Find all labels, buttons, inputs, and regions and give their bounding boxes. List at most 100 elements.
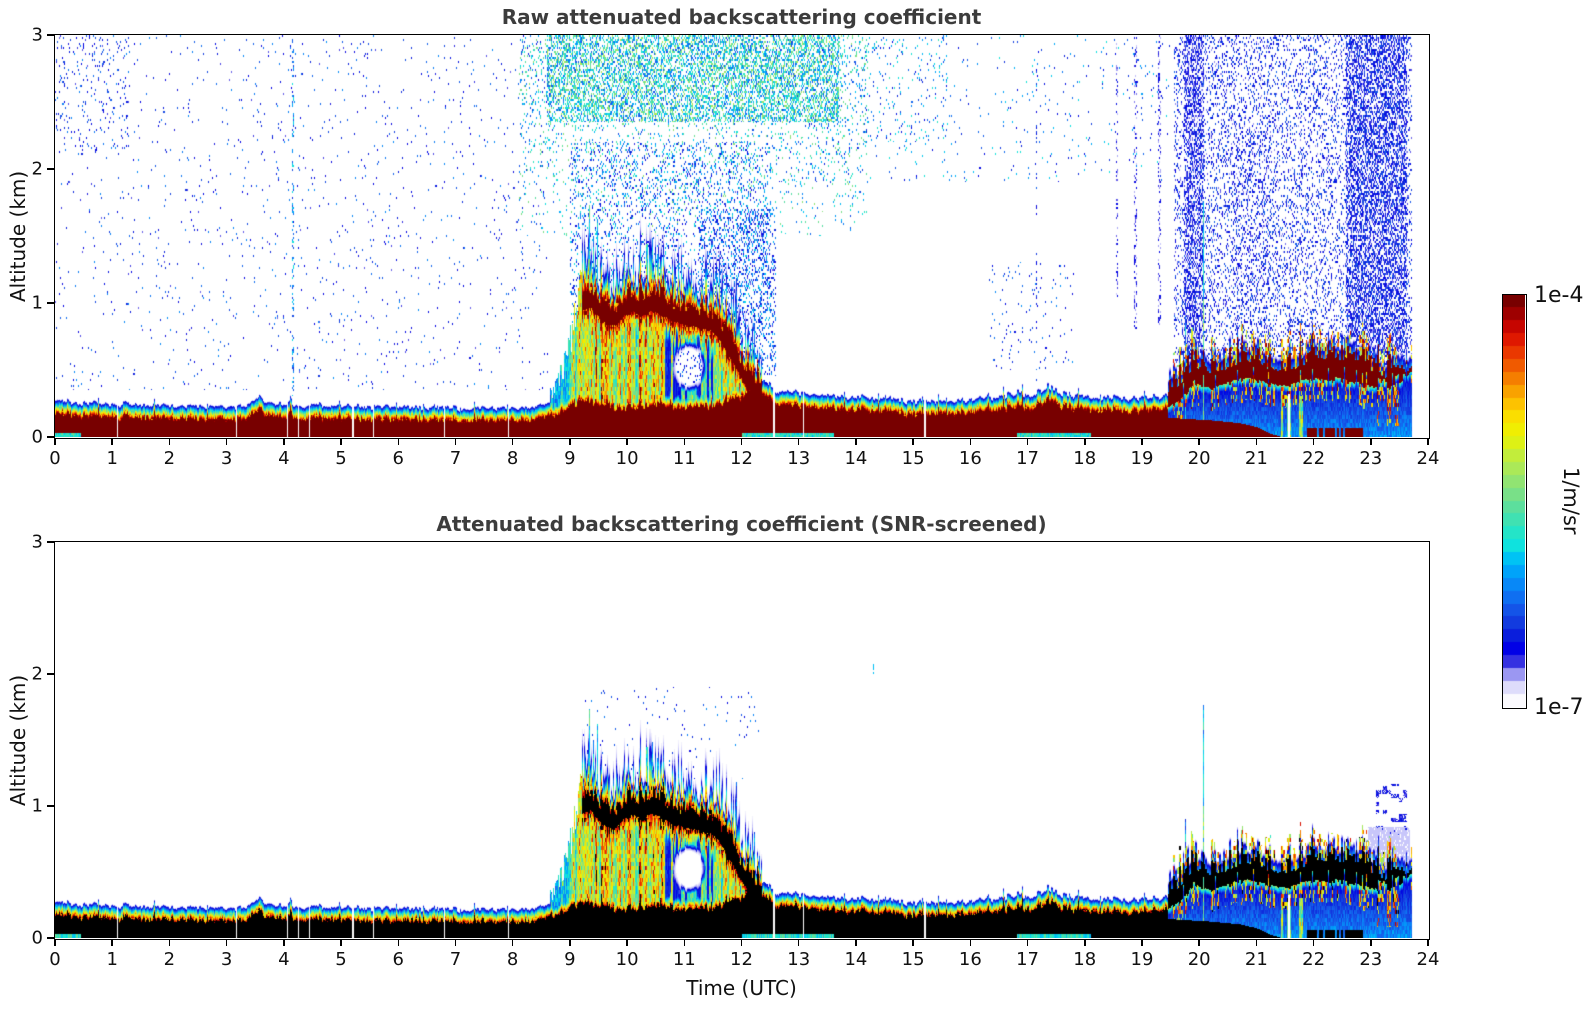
x-tick-label: 23 <box>1359 949 1383 970</box>
x-tick-label: 13 <box>787 448 811 469</box>
y-tick-label: 3 <box>31 531 43 553</box>
x-tick <box>569 939 571 946</box>
x-tick-label: 2 <box>163 949 176 970</box>
colorbar-gradient <box>1503 295 1525 707</box>
y-tick-label: 0 <box>31 426 43 448</box>
x-tick <box>225 438 228 445</box>
x-tick <box>569 438 571 445</box>
x-tick-label: 11 <box>672 949 696 970</box>
x-tick <box>1312 939 1315 946</box>
x-tick <box>797 438 800 445</box>
y-tick <box>46 436 54 438</box>
y-tick-label: 2 <box>31 663 43 685</box>
x-tick-label: 8 <box>506 949 519 970</box>
x-tick-label: 10 <box>615 448 639 469</box>
y-tick-label: 0 <box>31 927 43 949</box>
x-tick <box>1370 438 1372 445</box>
x-tick-label: 14 <box>844 949 868 970</box>
x-tick-label: 9 <box>564 448 576 469</box>
x-tick <box>168 438 171 445</box>
x-tick-label: 12 <box>730 949 753 970</box>
y-tick <box>46 541 54 543</box>
x-tick <box>1026 939 1029 946</box>
y-tick-label: 2 <box>31 158 43 180</box>
x-tick-label: 10 <box>615 949 639 970</box>
x-tick-label: 17 <box>1016 448 1039 469</box>
x-tick-label: 14 <box>844 448 868 469</box>
x-tick <box>912 438 914 445</box>
x-tick-label: 19 <box>1130 448 1154 469</box>
x-tick-label: 8 <box>506 448 519 469</box>
y-tick-label: 1 <box>31 292 43 314</box>
raw-panel-ylabel: Altitude (km) <box>6 170 30 302</box>
x-tick <box>683 438 686 445</box>
x-tick <box>1141 438 1143 445</box>
y-tick-label: 3 <box>31 24 43 46</box>
x-tick-label: 4 <box>278 949 290 970</box>
x-tick <box>855 939 857 946</box>
x-tick <box>1370 939 1372 946</box>
colorbar-min-label: 1e-7 <box>1534 695 1584 720</box>
x-tick <box>511 939 514 946</box>
x-tick-label: 11 <box>672 448 696 469</box>
y-tick <box>46 168 54 170</box>
x-tick-label: 16 <box>958 949 982 970</box>
x-tick <box>111 438 113 445</box>
x-tick-label: 1 <box>106 949 118 970</box>
x-tick <box>1255 438 1258 445</box>
x-tick-label: 18 <box>1073 949 1097 970</box>
x-tick <box>1427 939 1429 946</box>
x-tick <box>397 438 399 445</box>
x-tick <box>626 939 628 946</box>
x-tick-label: 21 <box>1244 448 1268 469</box>
x-tick-label: 13 <box>787 949 811 970</box>
x-tick-label: 0 <box>49 448 61 469</box>
screened-heatmap-canvas <box>55 542 1428 938</box>
raw-panel-title: Raw attenuated backscattering coefficien… <box>501 5 982 29</box>
x-tick <box>454 438 457 445</box>
x-tick <box>168 939 171 946</box>
y-tick <box>46 673 54 675</box>
x-tick <box>1312 438 1315 445</box>
x-tick <box>225 939 228 946</box>
x-tick-label: 6 <box>392 949 404 970</box>
x-tick <box>1198 438 1200 445</box>
x-tick-label: 0 <box>49 949 61 970</box>
x-tick <box>454 939 457 946</box>
colorbar-unit-label: 1/m/sr <box>1559 467 1583 535</box>
x-tick <box>54 438 56 445</box>
x-tick <box>54 939 56 946</box>
x-tick-label: 17 <box>1016 949 1039 970</box>
x-tick <box>1255 939 1258 946</box>
x-tick <box>969 438 972 445</box>
x-tick <box>683 939 686 946</box>
x-tick <box>855 438 857 445</box>
x-tick-label: 19 <box>1130 949 1154 970</box>
x-tick <box>912 939 914 946</box>
x-tick <box>969 939 972 946</box>
x-tick <box>511 438 514 445</box>
x-tick-label: 22 <box>1302 949 1326 970</box>
x-tick-label: 15 <box>901 448 925 469</box>
y-tick-label: 1 <box>31 795 43 817</box>
x-tick-label: 1 <box>106 448 118 469</box>
x-tick <box>740 438 743 445</box>
y-tick <box>46 805 54 807</box>
x-tick <box>340 939 342 946</box>
x-tick <box>626 438 628 445</box>
x-tick <box>1427 438 1429 445</box>
x-tick-label: 2 <box>163 448 176 469</box>
x-tick <box>797 939 800 946</box>
x-tick <box>1026 438 1029 445</box>
time-axis-label: Time (UTC) <box>686 976 797 1000</box>
x-tick-label: 12 <box>730 448 753 469</box>
y-tick <box>46 34 54 36</box>
x-tick <box>1084 438 1086 445</box>
x-tick-label: 16 <box>958 448 982 469</box>
x-tick-label: 15 <box>901 949 925 970</box>
x-tick-label: 20 <box>1187 448 1211 469</box>
x-tick-label: 6 <box>392 448 404 469</box>
raw-heatmap-canvas <box>55 35 1428 437</box>
x-tick-label: 5 <box>335 448 347 469</box>
